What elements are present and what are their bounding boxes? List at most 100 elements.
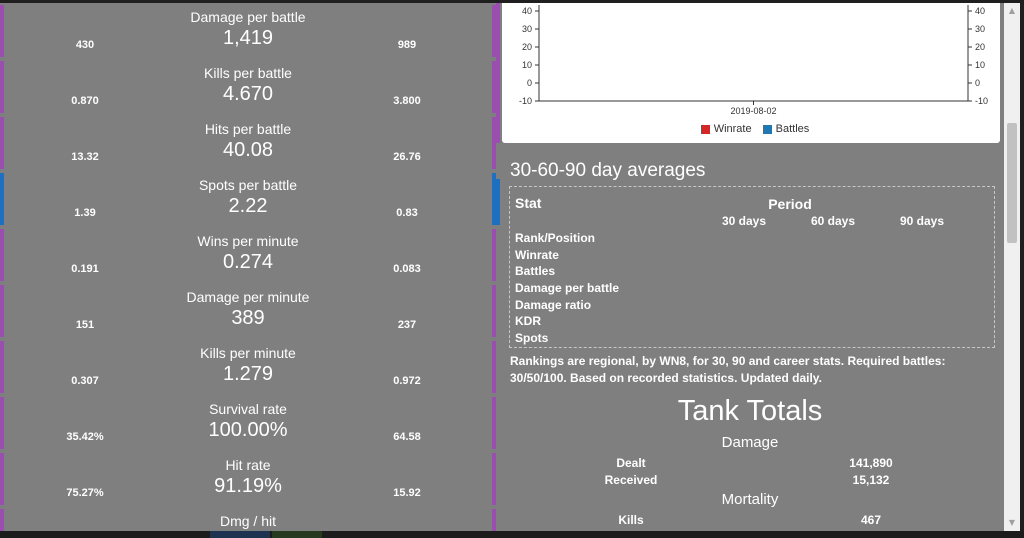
kills-value: 467 [860, 513, 882, 527]
stat-title: Hits per battle [204, 121, 292, 137]
stat-value: 2.22 [228, 195, 268, 217]
stat-max: 3.800 [393, 95, 421, 107]
top-strip [0, 0, 1024, 3]
stat-value: 100.00% [208, 419, 288, 441]
stat-min: 151 [75, 319, 95, 331]
stat-accent-bar-right [492, 341, 496, 393]
stat-accent-bar [0, 117, 4, 169]
stat-max: 0.083 [393, 263, 421, 275]
stat-wins-per-minute: Wins per minute 0.191 0.274 0.083 [0, 227, 496, 283]
row-rank-position: Rank/Position [515, 231, 596, 245]
stat-title: Damage per battle [190, 9, 306, 25]
stat-accent-bar-right [492, 117, 496, 169]
accent-bar [496, 3, 500, 143]
row-spots: Spots [515, 331, 549, 345]
stat-max: 0.972 [393, 375, 421, 387]
stat-damage-per-minute: Damage per minute 151 389 237 [0, 283, 496, 339]
stat-accent-bar [0, 285, 4, 337]
stat-min: 13.32 [71, 151, 99, 163]
chart-svg: 40 40 30 30 20 20 10 10 0 0 -10 -10 2019-08-02 [519, 5, 988, 116]
chart-legend: Winrate Battles [502, 123, 1000, 135]
legend-item-winrate[interactable]: Winrate [693, 123, 752, 135]
legend-label-battles: Battles [775, 123, 810, 135]
y-tick-label-left: 30 [522, 24, 532, 34]
stat-accent-bar-right [492, 453, 496, 505]
stat-min: 0.307 [71, 375, 99, 387]
tank-totals-title: Tank Totals [677, 395, 823, 427]
stat-title: Kills per battle [204, 65, 292, 81]
stat-survival-rate: Survival rate 35.42% 100.00% 64.58 [0, 395, 496, 451]
mortality-header: Mortality [721, 491, 779, 508]
header-60-days: 60 days [811, 214, 856, 228]
scroll-thumb[interactable] [1007, 123, 1017, 243]
stat-accent-bar [0, 397, 4, 449]
vertical-scrollbar[interactable]: ▲ ▼ [1004, 3, 1020, 531]
stat-accent-bar-right [492, 229, 496, 281]
stat-dmg-per-hit: Dmg / hit [0, 507, 496, 531]
stat-value: 0.274 [222, 251, 274, 273]
stat-kills-per-minute: Kills per minute 0.307 1.279 0.972 [0, 339, 496, 395]
stat-max: 989 [397, 39, 417, 51]
averages-note: Rankings are regional, by WN8, for 30, 9… [510, 354, 946, 385]
window-edge [1020, 3, 1024, 531]
y-tick-label-right: 0 [975, 78, 980, 88]
y-tick-label-left: 10 [522, 60, 532, 70]
stat-hit-rate: Hit rate 75.27% 91.19% 15.92 [0, 451, 496, 507]
stat-accent-bar [0, 5, 4, 57]
y-tick-label-left: 20 [522, 42, 532, 52]
bottom-strip [0, 531, 1024, 538]
stat-min: 0.191 [71, 263, 99, 275]
dealt-value: 141,890 [849, 456, 893, 470]
details-panel: 40 40 30 30 20 20 10 10 0 0 -10 -10 2019-08-02 Winra… [496, 3, 1004, 531]
received-label: Received [604, 473, 658, 487]
y-tick-label-right: 40 [975, 6, 985, 16]
y-tick-label-right: 30 [975, 24, 985, 34]
stat-column: Damage per battle 430 1,419 989 Kills pe… [0, 3, 496, 531]
header-stat: Stat [515, 195, 542, 211]
stat-value: 1.279 [222, 363, 274, 385]
legend-swatch-winrate [700, 124, 710, 134]
stat-min: 0.870 [71, 95, 99, 107]
stat-accent-bar [0, 453, 4, 505]
stat-accent-bar [0, 173, 4, 225]
stat-title: Hit rate [225, 457, 271, 473]
header-period: Period [768, 196, 812, 212]
stat-accent-bar [0, 509, 4, 531]
row-damage-ratio: Damage ratio [515, 298, 592, 312]
y-tick-label-right: 10 [975, 60, 985, 70]
stat-title: Damage per minute [186, 289, 310, 305]
stat-value: 91.19% [214, 475, 282, 497]
accent-bar-blue [496, 179, 500, 225]
stat-title: Spots per battle [198, 177, 298, 193]
stat-spots-per-battle: Spots per battle 1.39 2.22 0.83 [0, 171, 496, 227]
stat-accent-bar-right [492, 397, 496, 449]
header-90-days: 90 days [900, 214, 945, 228]
stat-accent-bar [0, 341, 4, 393]
stat-max: 15.92 [393, 487, 421, 499]
stat-max: 64.58 [393, 431, 421, 443]
stat-title: Survival rate [209, 401, 287, 417]
dealt-label: Dealt [616, 456, 646, 470]
legend-label-winrate: Winrate [713, 123, 752, 135]
row-damage-per-battle: Damage per battle [515, 281, 620, 295]
received-value: 15,132 [852, 473, 890, 487]
stat-title: Wins per minute [197, 233, 299, 249]
stat-value: 1,419 [222, 27, 274, 49]
stat-value: 40.08 [222, 139, 274, 161]
scroll-up-arrow-icon[interactable]: ▲ [1008, 6, 1016, 15]
stat-max: 26.76 [393, 151, 421, 163]
stat-value: 4.670 [222, 83, 274, 105]
legend-swatch-battles [762, 124, 772, 134]
stat-kills-per-battle: Kills per battle 0.870 4.670 3.800 [0, 59, 496, 115]
stat-min: 75.27% [66, 487, 104, 499]
header-30-days: 30 days [722, 214, 767, 228]
averages-title: 30-60-90 day averages [510, 160, 706, 181]
stat-accent-bar-right [492, 285, 496, 337]
stat-accent-bar-right [492, 61, 496, 113]
bottom-strip-segment [272, 531, 322, 538]
legend-item-battles[interactable]: Battles [755, 123, 810, 135]
scroll-down-arrow-icon[interactable]: ▼ [1008, 518, 1016, 527]
stat-accent-bar-right [492, 509, 496, 531]
x-tick-label: 2019-08-02 [730, 106, 776, 116]
y-tick-label-right: -10 [975, 96, 988, 106]
